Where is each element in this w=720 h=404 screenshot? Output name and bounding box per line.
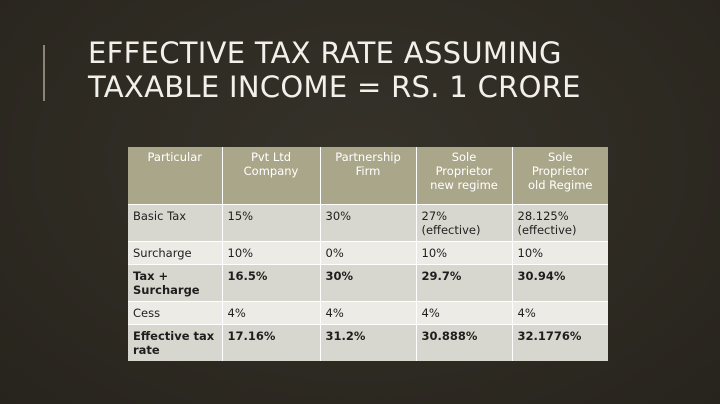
tax-rate-table: Particular Pvt Ltd Company Partnership Fir… (128, 147, 608, 361)
cell-value: 15% (222, 204, 321, 242)
cell-value: 28.125% (effective) (512, 204, 608, 242)
slide-title-line-1: EFFECTIVE TAX RATE ASSUMING (88, 36, 562, 70)
cell-value: 4% (320, 301, 417, 325)
title-accent-line (43, 45, 45, 101)
table-row-surcharge: Surcharge 10% 0% 10% 10% (128, 241, 608, 265)
header-sole-proprietor-new-regime: Sole Proprietor new regime (416, 147, 513, 205)
table-row-tax-plus-surcharge: Tax + Surcharge 16.5% 30% 29.7% 30.94% (128, 264, 608, 302)
cell-value: 30% (320, 204, 417, 242)
table-row-effective-tax-rate: Effective tax rate 17.16% 31.2% 30.888% 3… (128, 324, 608, 361)
cell-value: 0% (320, 241, 417, 265)
table-row-cess: Cess 4% 4% 4% 4% (128, 301, 608, 325)
cell-value: 30.888% (416, 324, 513, 361)
table-row-basic-tax: Basic Tax 15% 30% 27% (effective) 28.125%… (128, 204, 608, 242)
header-sole-proprietor-old-regime: Sole Proprietor old Regime (512, 147, 608, 205)
cell-value: 32.1776% (512, 324, 608, 361)
header-particular: Particular (128, 147, 223, 205)
cell-value: 30% (320, 264, 417, 302)
cell-value: 4% (512, 301, 608, 325)
cell-value: 16.5% (222, 264, 321, 302)
cell-value: 27% (effective) (416, 204, 513, 242)
cell-value: 10% (512, 241, 608, 265)
cell-value: 4% (416, 301, 513, 325)
row-label: Effective tax rate (128, 324, 223, 361)
cell-value: 4% (222, 301, 321, 325)
row-label: Surcharge (128, 241, 223, 265)
slide-title-line-2: TAXABLE INCOME = RS. 1 CRORE (88, 70, 581, 104)
row-label: Basic Tax (128, 204, 223, 242)
header-partnership-firm: Partnership Firm (320, 147, 417, 205)
cell-value: 30.94% (512, 264, 608, 302)
slide-title: EFFECTIVE TAX RATE ASSUMING TAXABLE INCO… (88, 36, 688, 104)
cell-value: 10% (222, 241, 321, 265)
row-label: Tax + Surcharge (128, 264, 223, 302)
table-header-row: Particular Pvt Ltd Company Partnership Fir… (128, 147, 608, 205)
cell-value: 17.16% (222, 324, 321, 361)
cell-value: 31.2% (320, 324, 417, 361)
cell-value: 10% (416, 241, 513, 265)
header-pvt-ltd-company: Pvt Ltd Company (222, 147, 321, 205)
cell-value: 29.7% (416, 264, 513, 302)
row-label: Cess (128, 301, 223, 325)
